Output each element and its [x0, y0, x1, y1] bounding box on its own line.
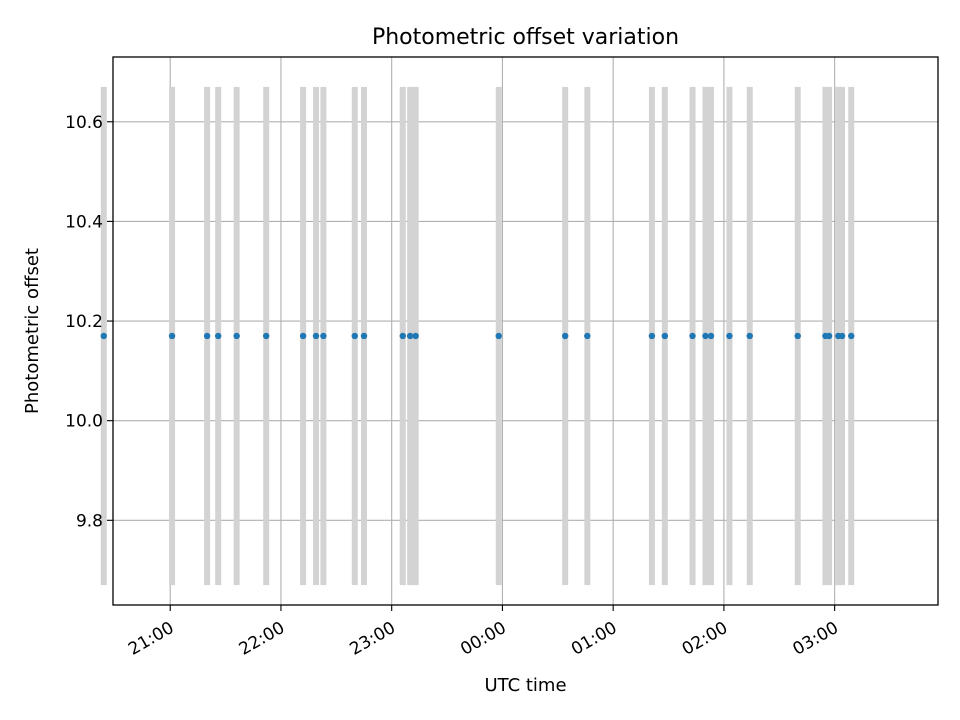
chart-title: Photometric offset variation [372, 25, 679, 50]
data-point [351, 332, 358, 340]
data-point [100, 332, 107, 340]
data-point [203, 332, 211, 340]
data-point [299, 332, 307, 340]
data-point [406, 332, 414, 340]
data-point [648, 332, 656, 340]
data-points [100, 332, 855, 340]
y-tick-label: 9.8 [76, 511, 103, 531]
data-point [233, 332, 240, 340]
y-axis-title: Photometric offset [22, 248, 43, 414]
data-point [561, 332, 569, 340]
data-point [726, 332, 733, 340]
data-point [262, 332, 270, 340]
data-point [168, 332, 176, 340]
data-point [707, 332, 715, 340]
y-tick-label: 10.6 [65, 113, 103, 133]
data-point [689, 332, 696, 340]
data-point [794, 332, 801, 340]
plot-frame [112, 56, 939, 606]
y-tick-label: 10.0 [65, 412, 103, 432]
y-axis-ticks: 9.8 10.0 10.2 10.4 10.6 [65, 113, 113, 531]
x-axis-title: UTC time [484, 675, 566, 696]
data-point [584, 332, 591, 340]
data-point [360, 332, 368, 340]
data-point [661, 332, 669, 340]
data-point [825, 332, 833, 340]
data-point [838, 332, 846, 340]
data-point [746, 332, 753, 340]
data-point [312, 332, 320, 340]
data-point [702, 332, 709, 340]
y-tick-label: 10.2 [65, 312, 103, 332]
data-point [215, 332, 222, 340]
data-point [495, 332, 502, 340]
y-tick-label: 10.4 [65, 212, 103, 232]
data-point [320, 332, 327, 340]
data-point [848, 332, 855, 340]
data-point [412, 332, 419, 340]
data-point [399, 332, 406, 340]
